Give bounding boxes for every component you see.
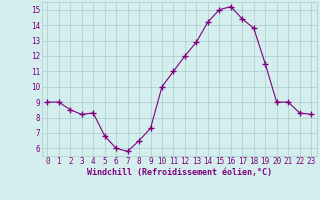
X-axis label: Windchill (Refroidissement éolien,°C): Windchill (Refroidissement éolien,°C) (87, 168, 272, 177)
